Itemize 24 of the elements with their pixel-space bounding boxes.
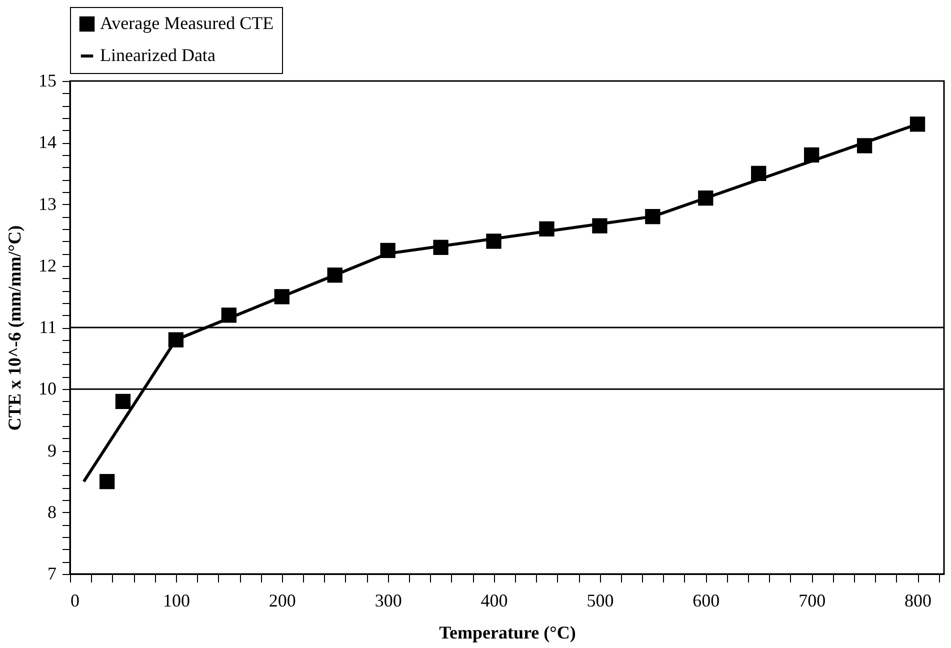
point <box>115 394 131 410</box>
y-tick-label: 11 <box>39 317 56 337</box>
x-tick-label: 500 <box>586 590 614 610</box>
y-tick-label: 13 <box>38 194 56 214</box>
y-axis-title: CTE x 10^-6 (mm/mm/°C) <box>4 225 24 431</box>
y-tick-label: 10 <box>38 378 56 399</box>
y-tick-label: 15 <box>38 70 56 90</box>
x-tick-label: 200 <box>268 590 296 610</box>
y-tick-label: 14 <box>38 132 56 152</box>
x-tick-label: 600 <box>692 590 720 610</box>
x-tick-label: 800 <box>904 590 932 610</box>
x-tick-label: 700 <box>798 590 826 610</box>
y-tick-label: 9 <box>48 440 56 460</box>
y-tick-label: 7 <box>48 564 56 584</box>
y-tick-label: 12 <box>38 255 56 276</box>
legend-label: Average Measured CTE <box>100 13 274 33</box>
y-tick-label: 8 <box>48 502 56 522</box>
x-tick-label: 300 <box>374 590 402 610</box>
x-tick-label: 400 <box>480 590 508 610</box>
x-axis-title: Temperature (°C) <box>439 622 576 642</box>
point <box>99 474 115 490</box>
x-tick-label: 0 <box>70 590 80 610</box>
legend-label: Linearized Data <box>100 45 216 65</box>
x-tick-label: 100 <box>162 590 190 610</box>
